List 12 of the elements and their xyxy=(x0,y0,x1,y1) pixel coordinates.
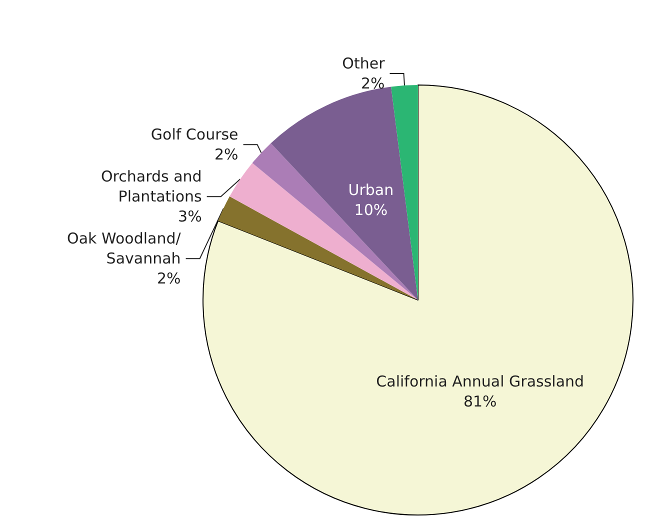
slice-label: Golf Course xyxy=(150,126,238,144)
slice-label: Oak Woodland/ Savannah xyxy=(67,230,182,268)
slice-label: Urban xyxy=(348,181,394,200)
data-label: 81% xyxy=(463,392,497,410)
data-label: 3% xyxy=(178,208,202,226)
slice-label: Orchards and Plantations xyxy=(101,168,202,206)
slice-label: Other xyxy=(342,54,386,72)
data-label: 2% xyxy=(156,270,181,288)
slice-label: California Annual Grassland xyxy=(376,372,584,390)
data-label: 10% xyxy=(354,201,388,220)
data-label: 2% xyxy=(360,74,385,92)
data-label: 2% xyxy=(214,146,238,164)
